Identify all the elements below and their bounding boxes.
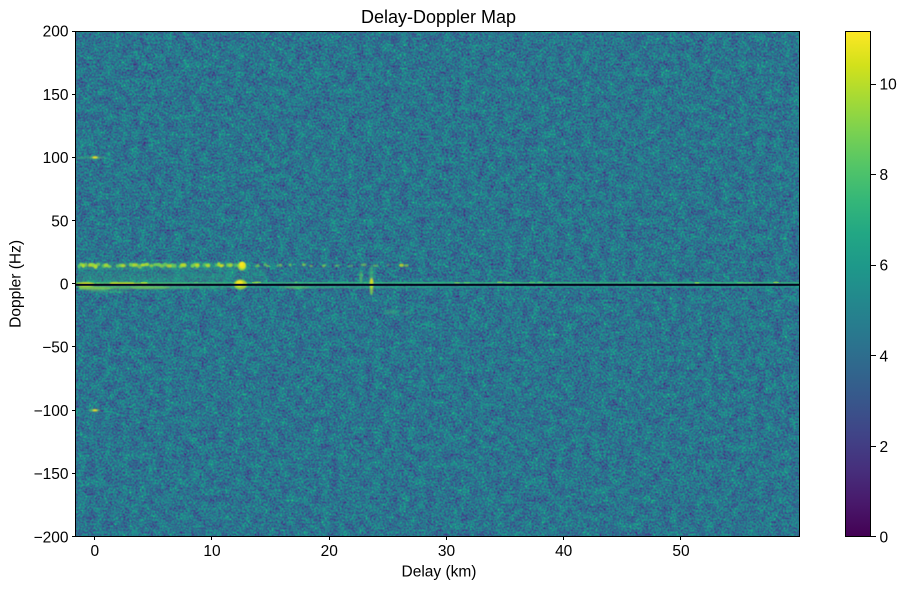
svg-text:6: 6: [880, 258, 889, 275]
svg-text:30: 30: [438, 543, 456, 560]
svg-text:−150: −150: [34, 466, 69, 483]
svg-text:0: 0: [90, 543, 99, 560]
svg-text:20: 20: [321, 543, 339, 560]
svg-text:Doppler (Hz): Doppler (Hz): [8, 240, 25, 328]
svg-text:Delay-Doppler Map: Delay-Doppler Map: [361, 7, 516, 27]
svg-text:4: 4: [880, 348, 889, 365]
svg-text:50: 50: [51, 213, 69, 230]
svg-text:0: 0: [60, 277, 69, 294]
svg-text:−200: −200: [34, 529, 69, 546]
svg-text:40: 40: [555, 543, 573, 560]
svg-text:0: 0: [880, 529, 889, 546]
svg-text:150: 150: [43, 87, 69, 104]
svg-text:8: 8: [880, 167, 889, 184]
svg-text:−50: −50: [42, 340, 69, 357]
svg-text:10: 10: [203, 543, 221, 560]
svg-text:50: 50: [672, 543, 690, 560]
svg-text:200: 200: [43, 24, 69, 41]
svg-text:100: 100: [43, 150, 69, 167]
svg-text:−100: −100: [34, 403, 69, 420]
svg-text:2: 2: [880, 439, 889, 456]
svg-text:Delay (km): Delay (km): [402, 564, 477, 581]
svg-text:10: 10: [880, 77, 898, 94]
